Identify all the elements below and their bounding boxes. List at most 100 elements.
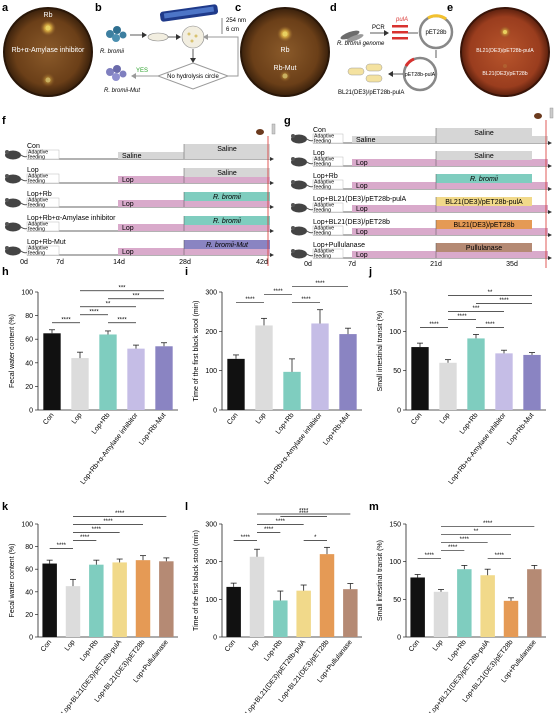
- bar: [339, 334, 357, 410]
- y-tick-label: 200: [205, 329, 217, 336]
- treatment-1-label: Lop: [356, 206, 368, 213]
- bar: [319, 554, 335, 637]
- mouse-ear: [5, 222, 9, 226]
- x-tick-label: Lop+Rb+α-Amylase inhibitor: [448, 411, 508, 486]
- bar: [112, 562, 127, 637]
- decision-text: No hydrolysis circle: [167, 74, 219, 80]
- x-tick-label: Lop: [71, 412, 84, 426]
- adaptive-feeding-label: feeding: [314, 231, 331, 237]
- x-tick-label: Lop+Rb-Mut: [506, 412, 535, 447]
- plate-e-top-label: BL21(DE3)/pET28b-pulA: [476, 48, 534, 54]
- axis-arrow: [270, 229, 274, 233]
- adaptive-feeding-label: Adaptive: [28, 222, 48, 228]
- significance-label: ***: [132, 293, 140, 299]
- adaptive-feeding-block: [26, 173, 60, 184]
- adaptive-feeding-label: Adaptive: [314, 180, 334, 186]
- significance-label: **: [106, 301, 111, 307]
- mouse-icon: [5, 174, 29, 184]
- treatment-segment-2: [436, 197, 532, 206]
- significance-label: ****: [483, 521, 493, 527]
- treatment-segment-2: [436, 220, 532, 229]
- mouse-body: [291, 226, 307, 236]
- significance-label: ****: [448, 545, 458, 551]
- group-name: Lop+Rb-Mut: [27, 239, 66, 246]
- axis-arrow: [270, 157, 274, 161]
- treatment-segment-1: [118, 200, 270, 207]
- mouse-ear: [291, 203, 295, 207]
- x-tick-label: Lop+Rb: [263, 639, 284, 663]
- day-label: 14d: [113, 259, 125, 266]
- bar: [89, 564, 104, 637]
- group-name: Lop: [27, 167, 39, 174]
- plate-a-top-label: Rb: [44, 12, 53, 19]
- bar: [283, 371, 301, 410]
- tube-icon: [549, 107, 554, 119]
- treatment-segment-2: [184, 216, 270, 225]
- adaptive-feeding-label: Adaptive: [28, 150, 48, 156]
- chart-j: 0 50 100 150 Small intestinal transit (%) Con…: [377, 290, 546, 486]
- treatment-segment-2: [436, 128, 532, 137]
- petri-dish-icon: [147, 32, 169, 42]
- treatment-2-label: BL21(DE3)/pET28b: [453, 222, 514, 229]
- significance-label: ****: [429, 322, 439, 328]
- treatment-1-label: Saline: [356, 137, 376, 144]
- host-label: BL21(DE3)/pET28b-pulA: [338, 90, 404, 96]
- chart-i: 0 100 200 300 Time of the first black stool …: [193, 281, 362, 486]
- plate-colonies-icon: [181, 25, 205, 49]
- mouse-body: [5, 198, 21, 208]
- adaptive-feeding-label: Adaptive: [314, 203, 334, 209]
- group-name: Lop+BL21(DE3)/pET28b: [313, 219, 390, 226]
- panel-label-j: j: [368, 266, 372, 278]
- pcr-fragments-icon: [392, 25, 408, 40]
- panel-b-scheme: 254 nm 6 cm R. bromii No hydrolysis circ…: [100, 4, 249, 94]
- panel-label-h: h: [2, 266, 9, 278]
- x-tick-label: Con: [410, 412, 423, 427]
- bar: [135, 560, 151, 637]
- x-tick-label: Lop+Rb-Mut: [138, 412, 167, 447]
- bar: [226, 586, 241, 637]
- y-tick-label: 50: [393, 597, 401, 604]
- mouse-icon: [5, 198, 29, 208]
- y-tick-label: 100: [389, 329, 401, 336]
- adaptive-feeding-label: Adaptive: [314, 134, 334, 140]
- y-axis-label: Fecal water content (%): [9, 314, 16, 388]
- panel-label-e: e: [447, 2, 453, 14]
- mouse-ear: [291, 226, 295, 230]
- axis-arrow: [548, 233, 552, 237]
- axis-arrow: [548, 141, 552, 145]
- significance-label: ****: [61, 317, 71, 323]
- bar: [495, 353, 513, 410]
- axis-arrow: [548, 187, 552, 191]
- treatment-2-label: Saline: [217, 170, 237, 177]
- y-tick-label: 0: [397, 408, 401, 415]
- significance-label: ****: [264, 527, 274, 533]
- plate-c-bottom-label: Rb-Mut: [274, 65, 297, 72]
- panel-label-m: m: [369, 501, 379, 513]
- gene-label: pulA: [395, 17, 408, 23]
- y-tick-label: 60: [25, 337, 33, 344]
- timeline-row: Lop+Rb+α-Amylase inhibitorAdaptivefeedin…: [5, 215, 274, 233]
- mouse-icon: [5, 150, 29, 160]
- adaptive-feeding-label: Adaptive: [28, 174, 48, 180]
- bar: [411, 347, 429, 410]
- strain-label: R. bromii: [100, 49, 125, 55]
- treatment-segment-1: [352, 205, 548, 212]
- group-name: Lop+Rb: [313, 173, 338, 180]
- treatment-1-label: Lop: [356, 183, 368, 190]
- treatment-segment-1: [118, 224, 270, 231]
- day-label: 0d: [20, 259, 28, 266]
- y-tick-label: 200: [205, 559, 217, 566]
- group-name: Lop: [313, 150, 325, 157]
- treatment-segment-2: [184, 168, 270, 177]
- y-tick-label: 0: [29, 408, 33, 415]
- day-label: 42d: [256, 259, 268, 266]
- plate-c-top-label: Rb: [281, 47, 290, 54]
- panel-a-plate: Rb Rb+α-Amylase inhibitor: [3, 7, 93, 97]
- bar: [159, 561, 174, 637]
